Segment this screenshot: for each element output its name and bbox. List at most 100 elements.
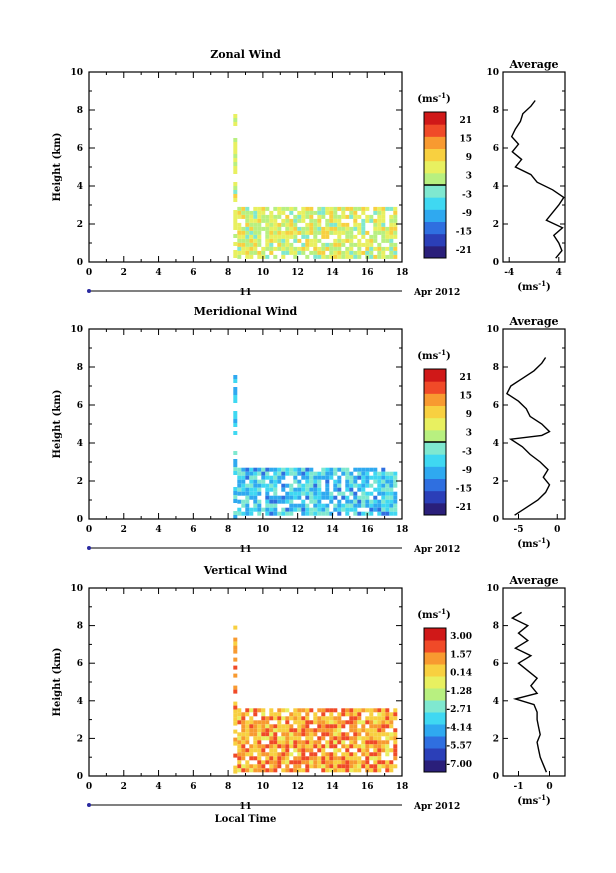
x-tick-label: 8 — [225, 525, 231, 535]
heatmap-cell — [317, 724, 322, 729]
heatmap-cell — [393, 712, 398, 717]
heatmap-cell — [385, 483, 390, 488]
heatmap-cell — [325, 756, 330, 761]
heatmap-cell — [293, 744, 298, 749]
heatmap-cell — [265, 242, 270, 247]
y-tick-label: 0 — [77, 258, 83, 268]
heatmap-cell — [285, 218, 290, 223]
heatmap-cell — [329, 732, 334, 737]
heatmap-cell — [349, 254, 354, 259]
heatmap-cell — [257, 254, 262, 259]
heatmap-cell — [365, 246, 370, 251]
heatmap-cell — [273, 495, 278, 500]
heatmap-cells — [233, 375, 398, 519]
heatmap-cell — [277, 238, 282, 243]
heatmap-cell — [329, 471, 334, 476]
heatmap-cell — [241, 728, 246, 733]
heatmap-cell — [253, 744, 258, 749]
heatmap-cell — [245, 720, 250, 725]
y-axis-label: Height (km) — [52, 133, 63, 202]
heatmap-cell — [289, 246, 294, 251]
profile-x-axis-label: (ms-1) — [517, 793, 550, 807]
heatmap-cell — [281, 507, 286, 512]
heatmap-cell — [245, 740, 250, 745]
heatmap-cell — [297, 491, 302, 496]
heatmap-cell — [257, 740, 262, 745]
heatmap-cell — [233, 709, 238, 714]
heatmap-cell — [341, 206, 346, 211]
heatmap-cell — [233, 114, 238, 118]
heatmap-cell — [373, 230, 378, 235]
heatmap-cell — [241, 238, 246, 243]
heatmap-cell — [337, 712, 342, 717]
heatmap-cell — [373, 752, 378, 757]
heatmap-cell — [261, 507, 266, 512]
heatmap-cell — [281, 756, 286, 761]
heatmap-cell — [389, 748, 394, 753]
heatmap-cell — [345, 250, 350, 255]
heatmap-cell — [293, 503, 298, 508]
heatmap-cell — [313, 218, 318, 223]
heatmap-cell — [257, 499, 262, 504]
heatmap-cell — [293, 475, 298, 480]
heatmap-cell — [333, 222, 338, 227]
heatmap-cell — [349, 708, 354, 713]
heatmap-cell — [257, 752, 262, 757]
heatmap-cell — [237, 708, 242, 713]
heatmap-cell — [389, 768, 394, 773]
colorbar-segment — [424, 676, 446, 689]
heatmap-cell — [317, 222, 322, 227]
heatmap-cell — [353, 210, 358, 215]
heatmap-cell — [245, 471, 250, 476]
heatmap-cell — [277, 210, 282, 215]
heatmap-cell — [233, 717, 238, 722]
heatmap-cell — [345, 511, 350, 516]
heatmap-cell — [369, 499, 374, 504]
colorbar-tick-label: -1.28 — [446, 687, 472, 697]
heatmap-cell — [265, 234, 270, 239]
heatmap-cell — [353, 732, 358, 737]
heatmap-cell — [389, 720, 394, 725]
heatmap-cell — [369, 507, 374, 512]
heatmap-cell — [253, 491, 258, 496]
heatmap-cell — [385, 487, 390, 492]
heatmap-cell — [317, 760, 322, 765]
heatmap-cell — [377, 744, 382, 749]
heatmap-cell — [325, 479, 330, 484]
heatmap-cell — [393, 764, 398, 769]
heatmap-cell — [377, 712, 382, 717]
heatmap-cell — [373, 708, 378, 713]
heatmap-cell — [293, 760, 298, 765]
heatmap-cell — [349, 214, 354, 219]
heatmap-cell — [289, 230, 294, 235]
heatmap-cell — [285, 748, 290, 753]
heatmap-cell — [293, 467, 298, 472]
heatmap-cell — [293, 206, 298, 211]
heatmap-cell — [301, 732, 306, 737]
x-tick-label: 8 — [225, 268, 231, 278]
heatmap-cell — [365, 708, 370, 713]
heatmap-cell — [341, 495, 346, 500]
heatmap-cell — [317, 740, 322, 745]
heatmap-cell — [293, 234, 298, 239]
heatmap-cell — [389, 226, 394, 231]
heatmap-cell — [357, 728, 362, 733]
heatmap-cell — [341, 507, 346, 512]
heatmap-cell — [233, 673, 238, 678]
heatmap-cell — [349, 724, 354, 729]
y-tick-label: 2 — [77, 220, 83, 230]
heatmap-cell — [245, 246, 250, 251]
y-tick-label: 2 — [77, 477, 83, 487]
heatmap-cell — [241, 467, 246, 472]
heatmap-cell — [345, 471, 350, 476]
heatmap-cell — [257, 728, 262, 733]
heatmap-cell — [305, 495, 310, 500]
colorbar-segment — [424, 478, 446, 492]
heatmap-cell — [349, 728, 354, 733]
heatmap-cell — [261, 250, 266, 255]
colorbar-tick-label: 9 — [466, 153, 472, 163]
heatmap-cell — [249, 234, 254, 239]
heatmap-cell — [393, 210, 398, 215]
heatmap-cell — [313, 483, 318, 488]
